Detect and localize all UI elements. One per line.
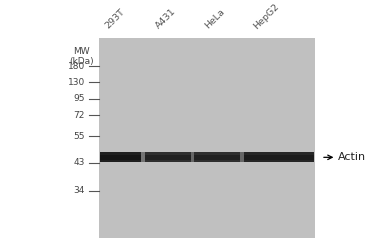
Text: 293T: 293T (104, 7, 127, 30)
Bar (194, 155, 241, 160)
Text: 34: 34 (74, 186, 85, 195)
Text: 55: 55 (74, 132, 85, 140)
Bar (241, 152, 244, 162)
Text: 43: 43 (74, 158, 85, 168)
Text: Actin: Actin (338, 152, 367, 162)
Text: 72: 72 (74, 111, 85, 120)
Text: HepG2: HepG2 (252, 2, 281, 30)
Bar (144, 152, 191, 162)
Bar (244, 155, 315, 160)
Text: 180: 180 (68, 62, 85, 71)
Bar (100, 155, 141, 160)
Text: 130: 130 (68, 78, 85, 87)
Text: MW: MW (73, 48, 90, 56)
Bar (191, 152, 194, 162)
Bar (144, 155, 191, 160)
Bar (141, 152, 144, 162)
Text: HeLa: HeLa (203, 7, 227, 30)
Bar (194, 152, 241, 162)
Text: A431: A431 (154, 7, 177, 30)
Text: (kDa): (kDa) (69, 58, 94, 66)
Text: 95: 95 (74, 94, 85, 103)
Bar (244, 152, 315, 162)
Bar (100, 152, 141, 162)
Bar (99, 38, 315, 238)
